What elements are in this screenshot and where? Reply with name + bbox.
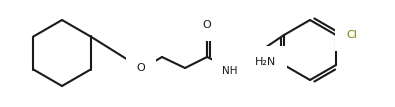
Text: NH: NH: [222, 66, 238, 76]
Text: O: O: [203, 20, 211, 30]
Text: O: O: [137, 63, 145, 73]
Text: Cl: Cl: [346, 30, 357, 40]
Text: H₂N: H₂N: [255, 57, 276, 67]
